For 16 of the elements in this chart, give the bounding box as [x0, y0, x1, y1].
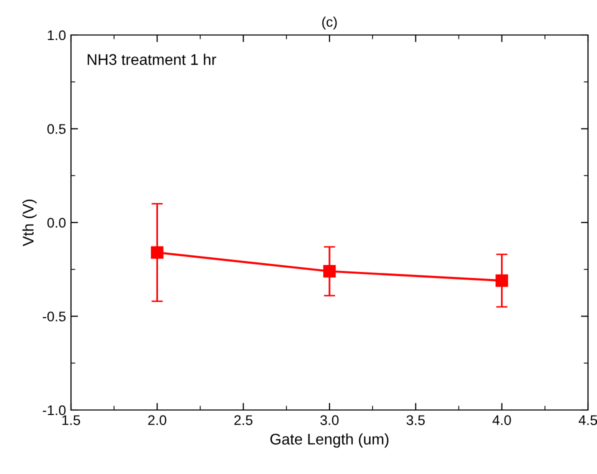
x-tick-label: 3.0 [320, 415, 339, 426]
x-tick-label: 4.5 [578, 415, 597, 426]
x-tick-label: 4.0 [492, 415, 511, 426]
y-tick-label: -0.5 [42, 312, 66, 322]
y-tick-label: 1.0 [48, 30, 66, 40]
x-tick-label: 2.5 [234, 415, 252, 426]
x-tick-label: 2.0 [148, 415, 166, 426]
y-tick-label: 0.5 [47, 124, 66, 134]
y-tick-label: -1.0 [42, 405, 66, 416]
annotation: NH3 treatment 1 hr [88, 54, 216, 65]
x-tick-label: 3.5 [406, 415, 425, 426]
y-axis-title: Vth (V) [22, 200, 37, 246]
x-tick-label: 1.5 [62, 415, 80, 426]
y-tick-label: 0.0 [47, 218, 66, 228]
x-axis-title: Gate Length (um) [270, 433, 388, 448]
chart-title: (c) [322, 16, 337, 30]
